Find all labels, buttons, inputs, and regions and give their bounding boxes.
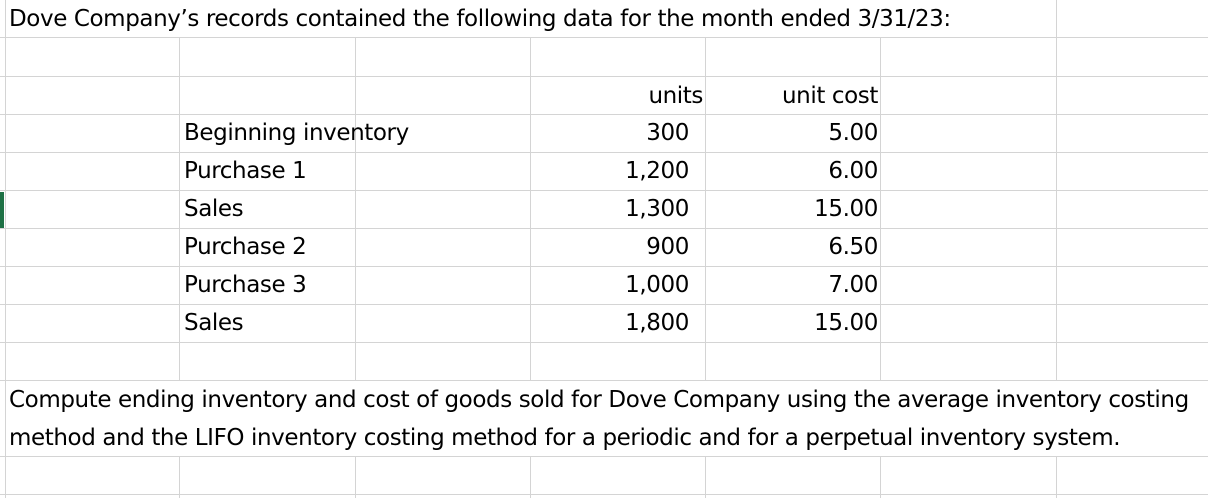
row-unit-cost[interactable]: 6.50 (828, 234, 878, 260)
row-units[interactable]: 1,300 (625, 196, 689, 222)
column-gridline (355, 37, 356, 380)
column-gridline (705, 456, 706, 498)
row-label[interactable]: Purchase 2 (184, 234, 307, 260)
row-gridline (0, 114, 1208, 115)
row-units[interactable]: 1,000 (625, 272, 689, 298)
row-gridline (0, 304, 1208, 305)
row-gridline (0, 190, 1208, 191)
row-selection-indicator (0, 192, 4, 228)
row-unit-cost[interactable]: 15.00 (814, 196, 878, 222)
row-gridline (0, 266, 1208, 267)
row-gridline (0, 152, 1208, 153)
column-gridline (179, 456, 180, 498)
row-gridline (0, 494, 1208, 495)
row-units[interactable]: 1,800 (625, 310, 689, 336)
row-unit-cost[interactable]: 6.00 (828, 158, 878, 184)
column-gridline (530, 37, 531, 380)
row-units[interactable]: 1,200 (625, 158, 689, 184)
column-gridline (355, 456, 356, 498)
instruction-line-2[interactable]: method and the LIFO inventory costing me… (9, 425, 1121, 451)
column-gridline (880, 456, 881, 498)
row-gridline (0, 342, 1208, 343)
row-label[interactable]: Purchase 3 (184, 272, 307, 298)
column-gridline (530, 456, 531, 498)
row-units[interactable]: 300 (646, 120, 689, 146)
row-gridline (0, 228, 1208, 229)
column-gridline (705, 37, 706, 380)
row-gridline (0, 380, 1208, 381)
row-label[interactable]: Beginning inventory (184, 120, 409, 146)
row-label[interactable]: Sales (184, 310, 244, 336)
row-gridline (0, 456, 1208, 457)
row-units[interactable]: 900 (646, 234, 689, 260)
sheet-title[interactable]: Dove Company’s records contained the fol… (9, 6, 951, 32)
header-unit-cost[interactable]: unit cost (782, 83, 878, 109)
column-gridline (5, 0, 6, 498)
instruction-line-1[interactable]: Compute ending inventory and cost of goo… (9, 387, 1189, 413)
column-gridline (1056, 0, 1057, 498)
row-unit-cost[interactable]: 15.00 (814, 310, 878, 336)
column-gridline (179, 37, 180, 380)
row-label[interactable]: Purchase 1 (184, 158, 307, 184)
row-gridline (0, 37, 1208, 38)
row-label[interactable]: Sales (184, 196, 244, 222)
row-unit-cost[interactable]: 5.00 (828, 120, 878, 146)
row-gridline (0, 76, 1208, 77)
row-unit-cost[interactable]: 7.00 (828, 272, 878, 298)
column-gridline (880, 37, 881, 380)
header-units[interactable]: units (648, 83, 703, 109)
